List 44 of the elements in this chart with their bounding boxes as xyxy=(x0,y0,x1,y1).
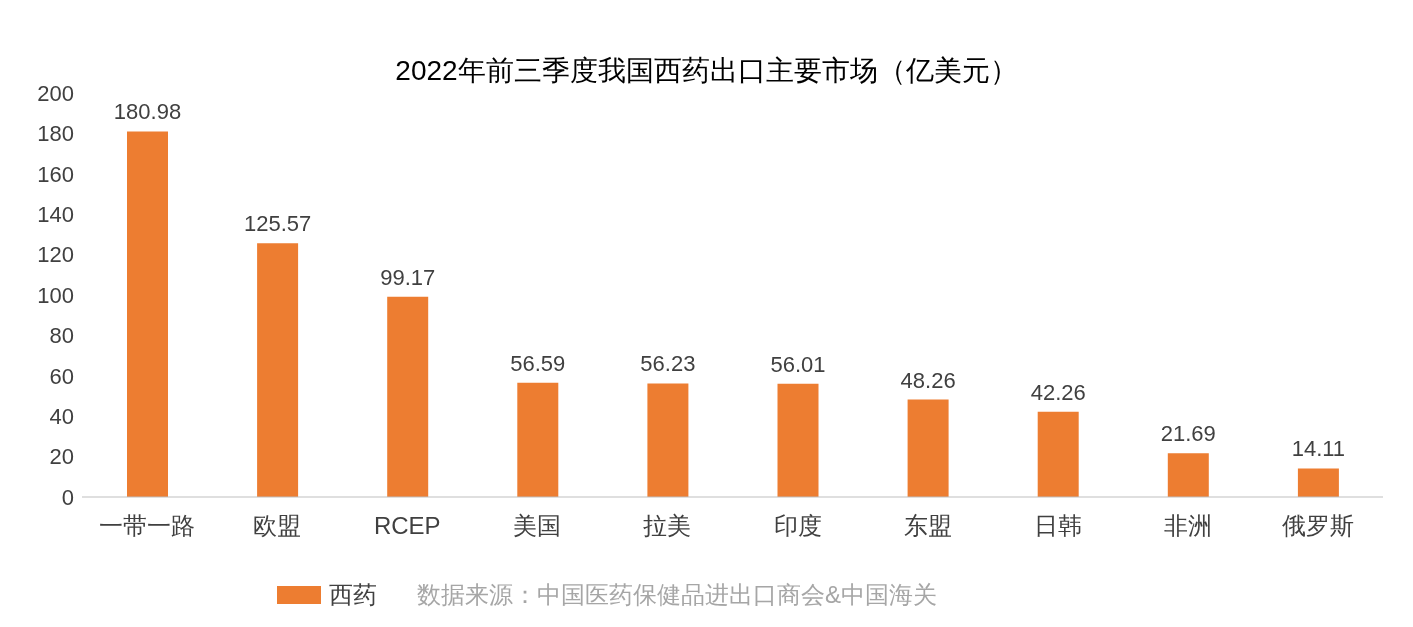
data-label: 125.57 xyxy=(243,211,312,237)
y-tick-label: 100 xyxy=(37,282,74,308)
bar xyxy=(1167,453,1209,497)
x-tick-label: 欧盟 xyxy=(253,512,302,540)
bar xyxy=(257,243,299,497)
x-tick-label: 日韩 xyxy=(1033,512,1082,540)
x-tick-label: 东盟 xyxy=(903,512,952,540)
bar xyxy=(517,382,559,497)
x-tick-label: 美国 xyxy=(513,512,562,540)
data-label: 42.26 xyxy=(1030,379,1086,405)
bar xyxy=(387,296,429,497)
y-tick-label: 160 xyxy=(37,161,74,187)
data-label: 56.01 xyxy=(770,351,826,377)
x-tick-label: 非洲 xyxy=(1163,512,1212,540)
y-tick-label: 80 xyxy=(49,323,74,349)
data-label: 99.17 xyxy=(380,264,436,290)
y-tick-label: 40 xyxy=(49,404,74,430)
data-label: 56.59 xyxy=(510,350,566,376)
legend-label: 西药 xyxy=(329,580,377,610)
y-tick-label: 180 xyxy=(37,121,74,147)
data-label: 48.26 xyxy=(900,367,956,393)
data-label: 180.98 xyxy=(113,99,182,125)
x-tick-label: 拉美 xyxy=(643,512,692,540)
y-tick-label: 20 xyxy=(49,444,74,470)
y-tick-label: 0 xyxy=(61,484,74,510)
x-tick-label: 一带一路 xyxy=(99,512,196,540)
y-tick-label: 60 xyxy=(49,363,74,389)
y-tick-label: 200 xyxy=(37,80,74,106)
bar xyxy=(647,383,689,497)
bar xyxy=(777,383,819,497)
bar xyxy=(127,131,168,497)
y-tick-label: 120 xyxy=(37,242,74,268)
x-tick-label: 印度 xyxy=(773,512,822,540)
data-label: 14.11 xyxy=(1291,436,1346,462)
x-tick-label: RCEP xyxy=(373,512,441,540)
data-label: 56.23 xyxy=(640,351,696,377)
y-tick-label: 140 xyxy=(37,202,74,228)
bar xyxy=(1037,411,1079,497)
bar xyxy=(907,399,949,497)
source-note: 数据来源：中国医药保健品进出口商会&中国海关 xyxy=(417,580,938,610)
bar xyxy=(1297,468,1339,497)
data-label: 21.69 xyxy=(1160,421,1216,447)
chart-title: 2022年前三季度我国西药出口主要市场（亿美元） xyxy=(395,55,1018,86)
x-tick-label: 俄罗斯 xyxy=(1281,512,1354,540)
